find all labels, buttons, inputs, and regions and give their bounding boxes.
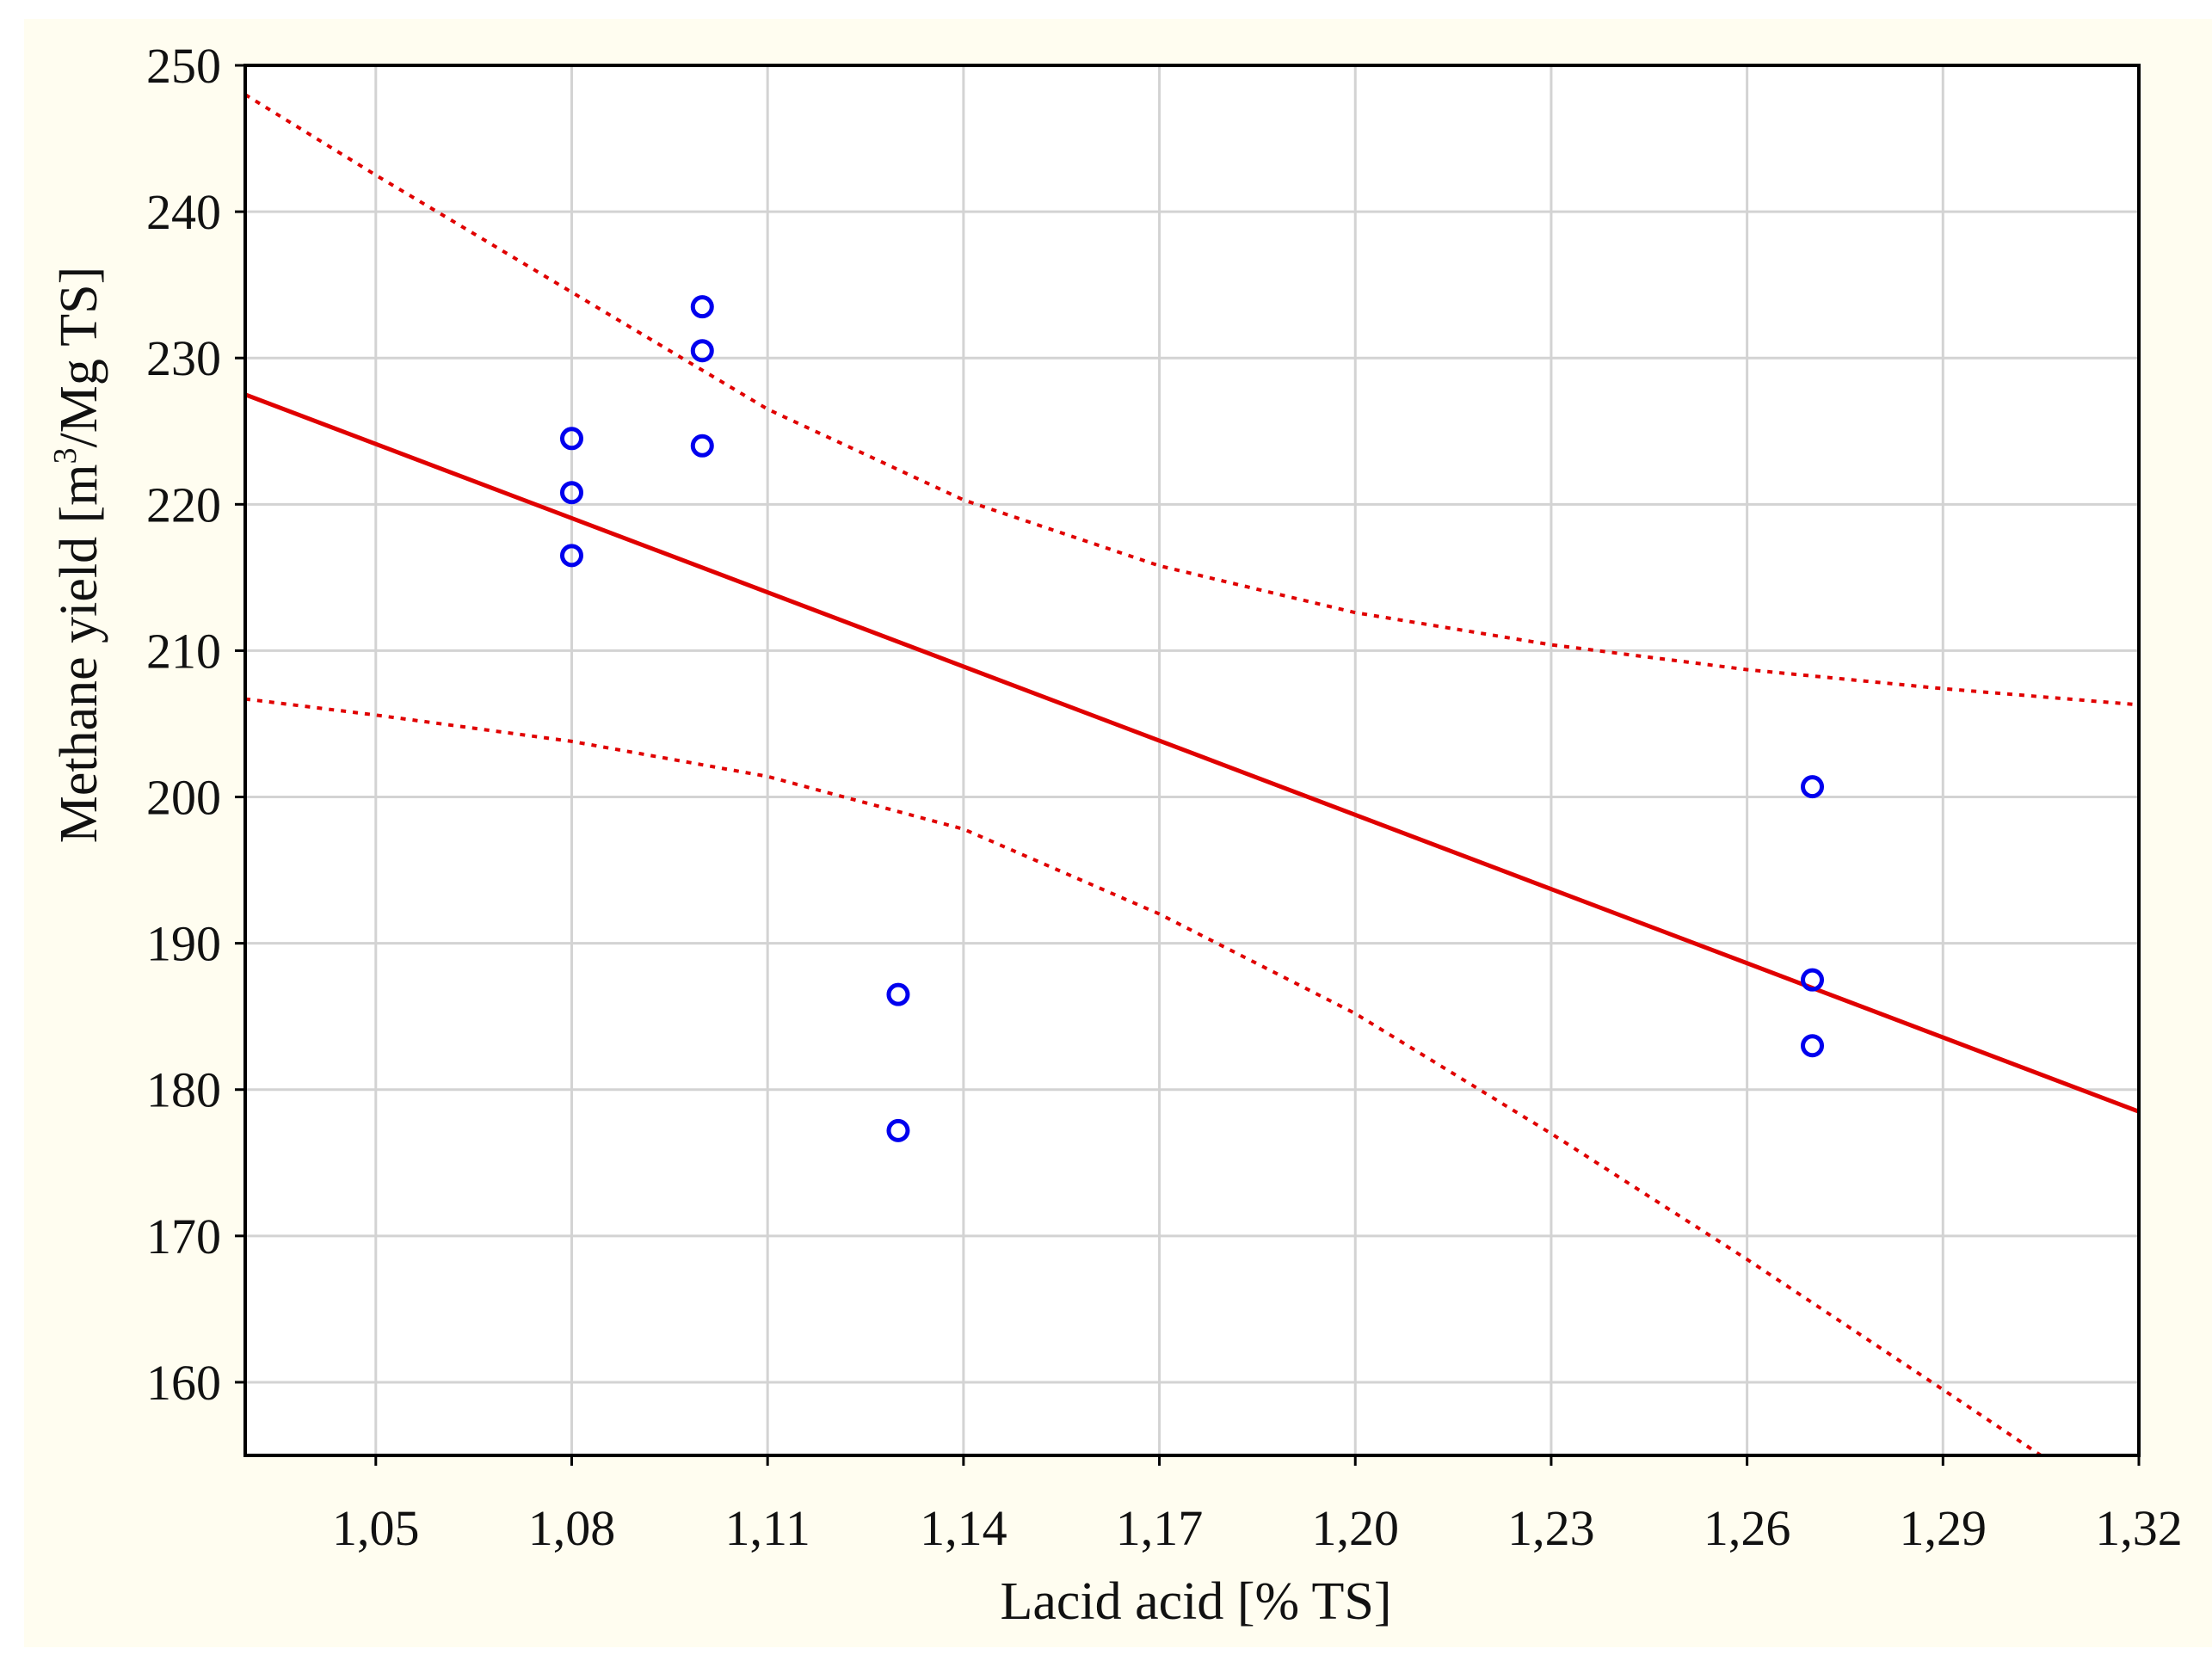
data-point bbox=[886, 982, 910, 1006]
x-tick-label: 1,05 bbox=[332, 1500, 420, 1556]
data-point bbox=[559, 544, 583, 568]
y-tick-label: 210 bbox=[146, 623, 221, 679]
data-point bbox=[559, 481, 583, 505]
y-tick-label: 230 bbox=[146, 330, 221, 386]
x-axis-label: Lacid acid [% TS] bbox=[1000, 1572, 1391, 1631]
regression-line-layer bbox=[245, 392, 2139, 1114]
data-point bbox=[559, 427, 583, 451]
y-axis-label: Methane yield [m3/Mg TS] bbox=[47, 267, 108, 844]
confidence-band-upper bbox=[245, 93, 2139, 707]
y-tick-label: 190 bbox=[146, 916, 221, 972]
data-point bbox=[690, 295, 714, 319]
confidence-bands bbox=[245, 93, 2139, 1455]
data-point bbox=[1801, 1034, 1825, 1058]
y-tick-label: 220 bbox=[146, 477, 221, 532]
plot-frame bbox=[243, 64, 2141, 1457]
x-tick-label: 1,26 bbox=[1704, 1500, 1791, 1556]
y-axis-label-suffix: /Mg TS] bbox=[50, 267, 108, 448]
x-tick-label: 1,08 bbox=[528, 1500, 616, 1556]
y-tick-label: 240 bbox=[146, 184, 221, 240]
plot-background bbox=[245, 65, 2139, 1455]
x-tick-label: 1,14 bbox=[920, 1500, 1007, 1556]
x-tick-label: 1,17 bbox=[1116, 1500, 1204, 1556]
confidence-band-lower bbox=[245, 697, 2043, 1455]
x-tick-label: 1,32 bbox=[2095, 1500, 2183, 1556]
regression-line bbox=[245, 392, 2139, 1114]
y-axis-label-prefix: Methane yield [m bbox=[50, 464, 108, 843]
plot-area bbox=[243, 64, 2141, 1457]
data-point bbox=[690, 434, 714, 458]
x-axis-ticks: 1,05 1,08 1,11 1,14 1,17 1,20 1,23 1,26 1,29 1,32 bbox=[332, 1455, 2183, 1556]
data-point bbox=[886, 1118, 910, 1142]
x-tick-label: 1,23 bbox=[1507, 1500, 1595, 1556]
x-tick-label: 1,11 bbox=[724, 1500, 810, 1556]
y-axis-ticks: 160 170 180 190 200 210 220 230 240 250 bbox=[146, 38, 245, 1411]
x-tick-label: 1,20 bbox=[1311, 1500, 1399, 1556]
data-points bbox=[559, 295, 1825, 1142]
y-tick-label: 180 bbox=[146, 1062, 221, 1118]
data-point bbox=[690, 339, 714, 363]
y-tick-label: 160 bbox=[146, 1355, 221, 1411]
data-point bbox=[1801, 775, 1825, 799]
data-point bbox=[1801, 968, 1825, 992]
y-tick-label: 170 bbox=[146, 1209, 221, 1264]
y-tick-label: 200 bbox=[146, 770, 221, 826]
y-axis-label-superscript: 3 bbox=[47, 447, 83, 464]
x-tick-label: 1,29 bbox=[1900, 1500, 1987, 1556]
y-tick-label: 250 bbox=[146, 38, 221, 94]
